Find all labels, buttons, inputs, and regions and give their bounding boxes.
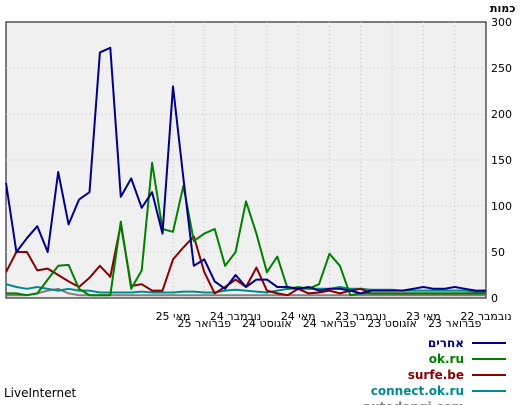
legend-label: connect.ok.ru xyxy=(371,384,464,398)
y-tick-label: 50 xyxy=(491,246,505,259)
series-line-4 xyxy=(6,287,486,297)
legend-label: surfe.be xyxy=(408,368,464,382)
series-line-1 xyxy=(6,161,486,297)
x-tick-label: מאי 24 xyxy=(281,310,316,323)
x-tick-label: פברואר 23 xyxy=(428,317,482,330)
x-tick-label: מאי 23 xyxy=(406,310,441,323)
brand-label: LiveInternet xyxy=(4,386,77,400)
y-axis-label: כמות xyxy=(490,2,515,15)
y-tick-label: 300 xyxy=(491,16,512,29)
y-tick-label: 0 xyxy=(491,292,498,305)
legend: אחרים ok.ru surfe.be connect.ok.ru autodengi… xyxy=(363,336,506,405)
y-tick-label: 250 xyxy=(491,62,512,75)
x-tick-label: נובמבר 23 xyxy=(335,310,386,323)
x-tick-label: אוגוסט 23 xyxy=(367,317,417,330)
x-tick-label: פברואר 25 xyxy=(178,317,232,330)
x-tick-label: פברואר 24 xyxy=(303,317,357,330)
series-line-0 xyxy=(5,46,486,295)
legend-label: אחרים xyxy=(428,336,464,350)
legend-label: autodengi.com xyxy=(363,400,464,405)
y-tick-label: 200 xyxy=(491,108,512,121)
series-lines xyxy=(5,46,486,297)
x-tick-label: נובמבר 24 xyxy=(210,310,261,323)
y-tick-label: 150 xyxy=(491,154,512,167)
y-axis: 0 50 100 150 200 250 300 xyxy=(491,16,512,305)
x-tick-label: נובמבר 22 xyxy=(460,310,511,323)
y-tick-label: 100 xyxy=(491,200,512,213)
legend-label: ok.ru xyxy=(429,352,464,366)
x-tick-label: אוגוסט 24 xyxy=(242,317,292,330)
x-tick-label: מאי 25 xyxy=(156,310,191,323)
